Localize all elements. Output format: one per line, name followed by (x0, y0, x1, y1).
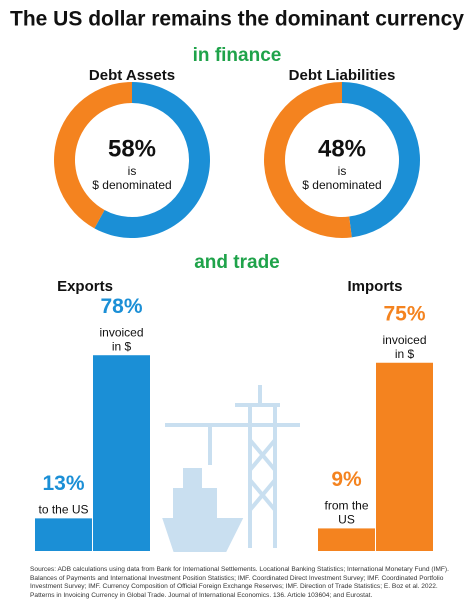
value-label: 13% (42, 472, 84, 495)
caption: invoiced (382, 333, 426, 347)
caption: in $ (395, 347, 415, 361)
caption: from the (324, 499, 368, 513)
section-heading: and trade (194, 252, 280, 273)
value-label: 9% (331, 468, 362, 491)
caption: invoiced (99, 325, 143, 339)
bar (93, 355, 150, 551)
value-label: 75% (383, 302, 425, 325)
value-label: 58% (108, 135, 156, 162)
caption: in $ (112, 339, 132, 353)
bar (35, 518, 92, 551)
chart-title: Imports (347, 278, 402, 295)
donut-segment (94, 82, 210, 238)
chart-title: Debt Liabilities (289, 67, 396, 84)
caption: $ denominated (302, 178, 381, 192)
title: The US dollar remains the dominant curre… (10, 8, 464, 31)
caption: $ denominated (92, 178, 171, 192)
chart-title: Exports (57, 278, 113, 295)
port-illustration (162, 385, 300, 552)
source-note: Sources: ADB calculations using data fro… (30, 566, 449, 599)
bar (376, 362, 433, 551)
caption: is (338, 164, 347, 178)
section-heading: in finance (193, 45, 282, 66)
donut-segment (264, 82, 352, 239)
value-label: 48% (318, 135, 366, 162)
chart-title: Debt Assets (89, 67, 175, 84)
bar (318, 528, 375, 551)
donut-segment (342, 82, 421, 238)
caption: is (128, 164, 137, 178)
caption: to the US (38, 503, 88, 517)
caption: US (338, 513, 355, 527)
donut-segment (53, 82, 132, 229)
value-label: 78% (100, 295, 142, 318)
